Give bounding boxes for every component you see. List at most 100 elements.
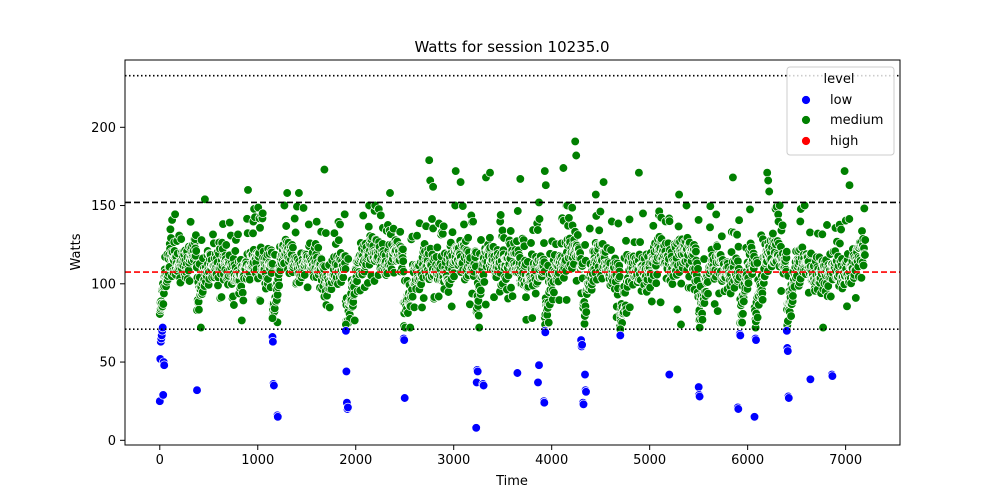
medium-point bbox=[340, 264, 351, 274]
y-tick-label: 0 bbox=[108, 434, 116, 449]
x-tick-label: 4000 bbox=[535, 453, 568, 468]
medium-point bbox=[479, 277, 489, 287]
low-point bbox=[694, 382, 704, 392]
medium-point bbox=[734, 215, 744, 225]
medium-point bbox=[567, 203, 577, 213]
medium-point bbox=[860, 235, 870, 245]
medium-point bbox=[539, 238, 549, 248]
medium-point bbox=[279, 200, 290, 211]
medium-point bbox=[795, 216, 805, 227]
low-point bbox=[343, 402, 353, 413]
low-point bbox=[733, 404, 743, 414]
medium-point bbox=[713, 306, 723, 316]
medium-point bbox=[579, 319, 590, 329]
y-tick-label: 100 bbox=[91, 277, 116, 292]
medium-point bbox=[506, 283, 516, 293]
medium-point bbox=[595, 206, 606, 217]
medium-point bbox=[573, 230, 583, 240]
medium-point bbox=[703, 289, 713, 299]
medium-point bbox=[200, 194, 210, 204]
medium-point bbox=[711, 209, 721, 220]
medium-point bbox=[541, 180, 551, 190]
medium-point bbox=[763, 175, 773, 186]
medium-point bbox=[540, 166, 550, 176]
low-point bbox=[512, 368, 523, 378]
medium-point bbox=[606, 245, 616, 255]
medium-point bbox=[419, 293, 429, 303]
medium-point bbox=[624, 214, 635, 225]
legend-label-high: high bbox=[830, 134, 858, 149]
medium-point bbox=[728, 172, 738, 183]
medium-point bbox=[851, 293, 861, 303]
medium-point bbox=[544, 317, 554, 328]
low-point bbox=[539, 398, 549, 408]
chart-title: Watts for session 10235.0 bbox=[414, 38, 609, 56]
medium-point bbox=[451, 166, 461, 176]
x-tick-label: 7000 bbox=[829, 453, 862, 468]
low-point bbox=[615, 330, 625, 341]
medium-point bbox=[282, 188, 292, 198]
low-point bbox=[577, 340, 587, 350]
low-point bbox=[159, 360, 169, 370]
medium-point bbox=[443, 287, 454, 297]
medium-point bbox=[839, 166, 850, 176]
low-point bbox=[540, 327, 550, 337]
medium-point bbox=[681, 200, 692, 211]
medium-point bbox=[743, 278, 754, 288]
medium-point bbox=[655, 297, 666, 307]
x-tick-label: 6000 bbox=[731, 453, 764, 468]
low-point bbox=[578, 399, 589, 409]
medium-point bbox=[398, 256, 408, 266]
medium-point bbox=[775, 200, 785, 211]
medium-point bbox=[733, 256, 743, 266]
medium-point bbox=[621, 236, 631, 246]
medium-point bbox=[672, 304, 683, 315]
low-point bbox=[269, 380, 279, 391]
medium-point bbox=[302, 282, 313, 292]
legend-marker-medium bbox=[801, 115, 811, 125]
legend-marker-high bbox=[801, 136, 811, 146]
medium-point bbox=[376, 210, 386, 220]
legend-title: level bbox=[824, 72, 855, 87]
medium-point bbox=[183, 265, 194, 276]
medium-point bbox=[281, 221, 291, 231]
medium-point bbox=[439, 221, 449, 231]
medium-point bbox=[238, 295, 248, 306]
medium-point bbox=[558, 163, 569, 173]
medium-point bbox=[176, 234, 186, 244]
low-point bbox=[749, 412, 760, 422]
x-tick-label: 3000 bbox=[437, 453, 470, 468]
low-point bbox=[784, 393, 794, 403]
low-point bbox=[735, 330, 745, 341]
medium-point bbox=[468, 216, 478, 227]
medium-point bbox=[335, 219, 345, 230]
medium-point bbox=[455, 177, 466, 187]
medium-point bbox=[598, 177, 609, 187]
medium-point bbox=[752, 312, 763, 323]
low-point bbox=[580, 369, 590, 380]
reference-lines bbox=[125, 74, 900, 330]
medium-point bbox=[691, 246, 701, 257]
legend-label-medium: medium bbox=[830, 113, 883, 128]
medium-point bbox=[196, 322, 206, 333]
low-point bbox=[158, 390, 168, 400]
medium-point bbox=[417, 302, 427, 313]
medium-point bbox=[585, 223, 595, 234]
x-axis: 0 1000 2000 3000 4000 5000 6000 7000 bbox=[156, 445, 862, 468]
x-tick-label: 0 bbox=[156, 453, 164, 468]
medium-point bbox=[298, 203, 309, 213]
medium-point bbox=[405, 322, 415, 333]
medium-point bbox=[225, 217, 235, 228]
medium-point bbox=[208, 229, 218, 240]
medium-point bbox=[447, 301, 457, 312]
medium-point bbox=[364, 222, 374, 232]
medium-point bbox=[194, 305, 204, 315]
medium-point bbox=[474, 310, 484, 321]
medium-point bbox=[230, 246, 240, 256]
x-axis-label: Time bbox=[495, 474, 528, 489]
medium-point bbox=[860, 250, 870, 260]
medium-point bbox=[638, 208, 648, 219]
medium-point bbox=[842, 301, 852, 311]
medium-point bbox=[647, 296, 657, 307]
x-tick-label: 5000 bbox=[633, 453, 666, 468]
